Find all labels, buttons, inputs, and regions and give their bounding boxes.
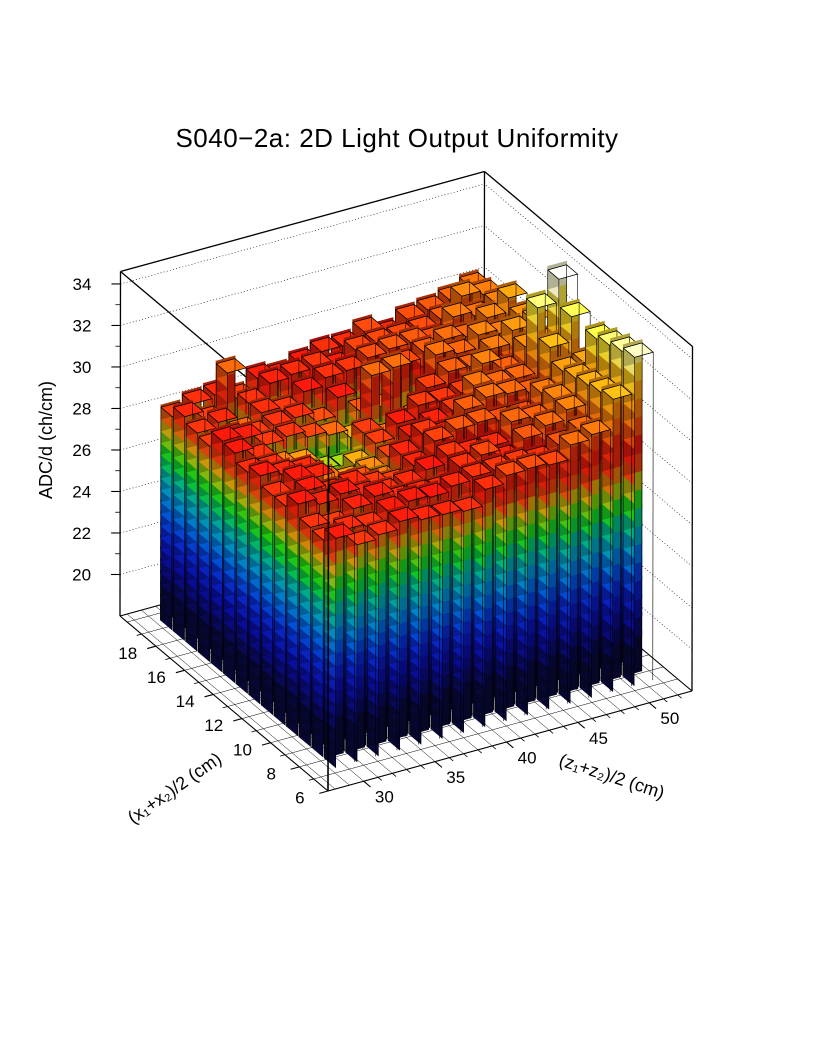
svg-text:28: 28	[72, 399, 91, 418]
svg-text:20: 20	[72, 565, 91, 584]
svg-text:(x₁+x₂)/2 (cm): (x₁+x₂)/2 (cm)	[124, 748, 225, 827]
svg-text:ADC/d (ch/cm): ADC/d (ch/cm)	[36, 381, 56, 499]
svg-text:45: 45	[589, 729, 608, 748]
svg-text:14: 14	[176, 692, 195, 711]
svg-text:30: 30	[375, 788, 394, 807]
svg-text:16: 16	[147, 668, 166, 687]
svg-text:18: 18	[118, 644, 137, 663]
svg-text:35: 35	[446, 768, 465, 787]
svg-text:8: 8	[266, 764, 275, 783]
svg-text:22: 22	[72, 524, 91, 543]
svg-text:6: 6	[295, 789, 304, 808]
svg-text:32: 32	[72, 316, 91, 335]
svg-text:(z₁+z₂)/2 (cm): (z₁+z₂)/2 (cm)	[557, 750, 667, 803]
svg-text:50: 50	[660, 709, 679, 728]
svg-text:26: 26	[72, 441, 91, 460]
svg-text:30: 30	[72, 358, 91, 377]
svg-text:12: 12	[204, 716, 223, 735]
svg-text:24: 24	[72, 482, 91, 501]
svg-text:40: 40	[518, 748, 537, 767]
svg-text:34: 34	[73, 275, 92, 294]
svg-text:10: 10	[233, 740, 252, 759]
